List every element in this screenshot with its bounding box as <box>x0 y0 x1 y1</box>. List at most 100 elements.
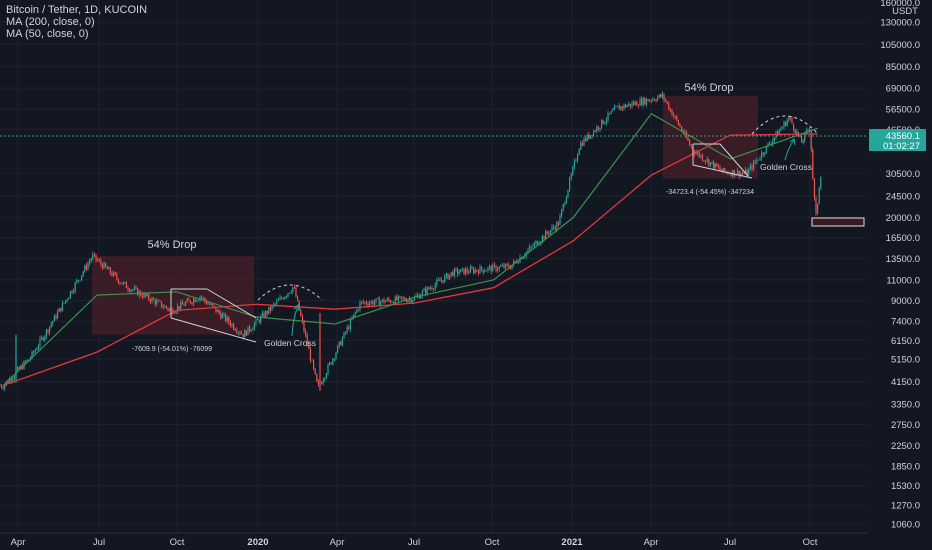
candle-body <box>706 159 708 162</box>
candle-body <box>141 295 143 298</box>
candle-body <box>156 300 158 305</box>
candle-body <box>1 385 3 388</box>
highlight-box <box>811 217 865 227</box>
candle-body <box>332 358 334 365</box>
candle-body <box>761 152 763 159</box>
candle-body <box>188 299 190 301</box>
candle-body <box>769 143 771 145</box>
candle-body <box>404 298 406 301</box>
candle-body <box>61 302 63 312</box>
candle-body <box>653 99 655 101</box>
candle-body <box>105 263 107 267</box>
candle-body <box>631 102 633 107</box>
price-axis-label: 69000.0 <box>886 84 920 95</box>
candle-body <box>549 230 551 234</box>
candle-body <box>421 291 423 296</box>
candle-body <box>633 102 635 105</box>
candle-body <box>423 289 425 292</box>
candle-body <box>255 319 257 324</box>
price-axis-label: 3350.0 <box>891 399 920 410</box>
candle-body <box>789 117 791 119</box>
candle-body <box>533 243 535 247</box>
candle-body <box>738 170 740 177</box>
candle-body <box>76 280 78 283</box>
candle-body <box>239 332 241 334</box>
candle-body <box>413 297 415 301</box>
candle-body <box>241 333 243 335</box>
candle-body <box>804 132 806 141</box>
candle-body <box>484 271 486 273</box>
candle-body <box>695 152 697 155</box>
candle-body <box>333 358 335 360</box>
candle-body <box>2 387 4 389</box>
candle-body <box>468 272 470 273</box>
candle-body <box>49 326 51 333</box>
candle-body <box>124 282 126 284</box>
candle-body <box>461 268 463 270</box>
candle-body <box>711 161 713 163</box>
candle-body <box>220 313 222 319</box>
candle-body <box>681 126 683 131</box>
candle-body <box>290 291 292 293</box>
price-axis[interactable]: 160000.0 USDT 130000.0 105000.0 85000.0 690… <box>868 0 932 550</box>
candle-body <box>111 273 113 276</box>
candle-body <box>229 322 231 326</box>
candle-body <box>495 265 497 271</box>
candle-body <box>316 374 318 382</box>
candle-body <box>458 272 460 274</box>
candle-body <box>367 304 369 306</box>
candle-body <box>785 122 787 126</box>
price-axis-label: 20000.0 <box>886 213 920 224</box>
candle-body <box>349 319 351 330</box>
candle-body <box>565 197 567 204</box>
time-axis[interactable]: Apr Jul Oct 2020 Apr Jul Oct 2021 Apr Jul Oct <box>0 532 868 548</box>
candle-body <box>55 315 57 319</box>
candle-body <box>287 293 289 296</box>
candle-body <box>407 300 409 303</box>
candle-body <box>820 177 822 189</box>
candle-body <box>583 138 585 146</box>
legend-symbol[interactable]: Bitcoin / Tether, 1D, KUCOIN <box>6 4 148 16</box>
candle-body <box>746 170 748 176</box>
candle-body <box>25 361 27 363</box>
candle-body <box>612 110 614 112</box>
candle-body <box>401 296 403 299</box>
candle-body <box>809 129 811 131</box>
candle-body <box>213 305 215 308</box>
candle-body <box>223 314 225 316</box>
candle-body <box>201 296 203 298</box>
candle-body <box>121 283 123 284</box>
candle-body <box>17 367 19 372</box>
candle-body <box>545 231 547 239</box>
candle-body <box>628 103 630 106</box>
candle-body <box>322 379 324 384</box>
candle-body <box>759 158 761 160</box>
time-axis-label: Jul <box>93 537 105 548</box>
candle-body <box>47 329 49 333</box>
candle-body <box>756 159 758 163</box>
candle-body <box>745 170 747 174</box>
candle-body <box>194 299 196 302</box>
candle-body <box>71 291 73 293</box>
candle-body <box>647 99 649 102</box>
candle-body <box>66 299 68 301</box>
candle-body <box>455 268 457 270</box>
candle-body <box>148 294 150 300</box>
legend-ma50[interactable]: MA (50, close, 0) <box>6 28 89 40</box>
candle-body <box>186 299 188 303</box>
candle-body <box>708 159 710 166</box>
candle-body <box>463 268 465 275</box>
drop-zone-1 <box>92 256 254 335</box>
candle-body <box>429 288 431 289</box>
price-axis-unit: USDT <box>892 6 918 17</box>
candle-body <box>473 268 475 273</box>
candle-body <box>58 308 60 312</box>
candle-body <box>234 329 236 331</box>
candle-body <box>722 168 724 172</box>
price-axis-background <box>868 0 932 550</box>
candle-body <box>607 113 609 120</box>
candle-body <box>295 287 297 297</box>
legend-ma200[interactable]: MA (200, close, 0) <box>6 16 95 28</box>
price-axis-label: 4150.0 <box>891 377 920 388</box>
